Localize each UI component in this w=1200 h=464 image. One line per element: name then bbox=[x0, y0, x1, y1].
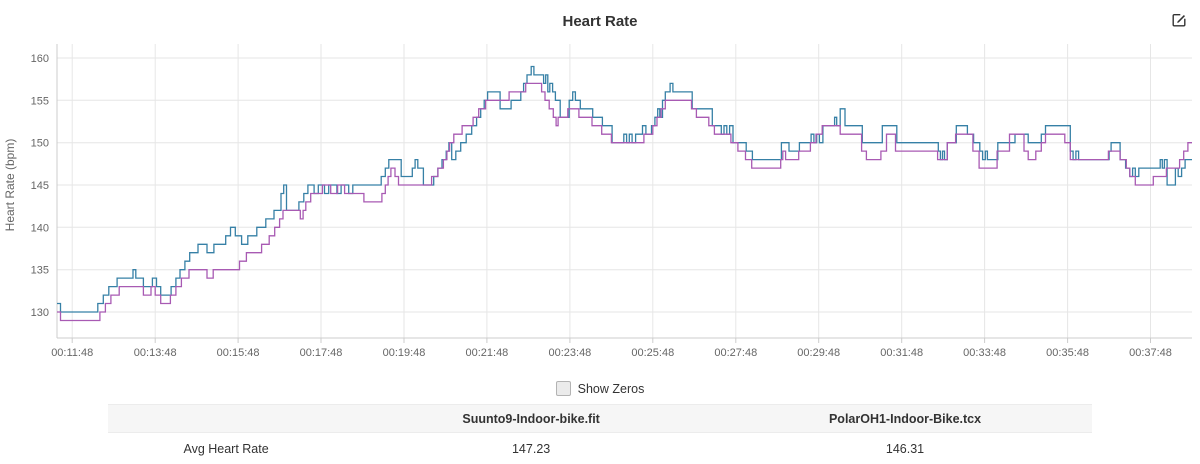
avg-heart-rate-polar: 146.31 bbox=[718, 432, 1092, 464]
stats-table-header-row: Suunto9-Indoor-bike.fit PolarOH1-Indoor-… bbox=[108, 404, 1092, 433]
chart-title: Heart Rate bbox=[562, 13, 638, 30]
show-zeros-checkbox[interactable] bbox=[555, 381, 571, 396]
svg-text:135: 135 bbox=[31, 265, 49, 277]
svg-text:00:19:48: 00:19:48 bbox=[383, 347, 426, 359]
svg-text:00:15:48: 00:15:48 bbox=[217, 347, 260, 359]
svg-text:00:13:48: 00:13:48 bbox=[134, 347, 177, 359]
series-Suunto9-Indoor-bike.fit bbox=[57, 65, 1192, 313]
svg-text:Heart Rate (bpm): Heart Rate (bpm) bbox=[3, 139, 17, 232]
stats-header-empty bbox=[108, 404, 345, 433]
stats-table: Suunto9-Indoor-bike.fit PolarOH1-Indoor-… bbox=[108, 404, 1092, 464]
svg-text:00:25:48: 00:25:48 bbox=[631, 347, 674, 359]
svg-text:00:31:48: 00:31:48 bbox=[880, 347, 923, 359]
svg-text:130: 130 bbox=[31, 307, 49, 319]
svg-text:00:23:48: 00:23:48 bbox=[548, 347, 591, 359]
table-row: Avg Heart Rate 147.23 146.31 bbox=[108, 432, 1092, 464]
series-PolarOH1-Indoor-Bike.tcx bbox=[57, 82, 1192, 322]
svg-text:00:35:48: 00:35:48 bbox=[1046, 347, 1089, 359]
show-zeros-control: Show Zeros bbox=[0, 381, 1200, 396]
show-zeros-label: Show Zeros bbox=[577, 381, 645, 396]
svg-text:00:21:48: 00:21:48 bbox=[465, 347, 508, 359]
svg-text:140: 140 bbox=[31, 222, 49, 234]
svg-text:160: 160 bbox=[31, 53, 49, 65]
edit-icon[interactable] bbox=[1171, 12, 1187, 28]
svg-text:00:37:48: 00:37:48 bbox=[1129, 347, 1172, 359]
avg-heart-rate-label: Avg Heart Rate bbox=[108, 432, 345, 464]
svg-text:00:17:48: 00:17:48 bbox=[300, 347, 343, 359]
avg-heart-rate-suunto: 147.23 bbox=[344, 432, 719, 464]
svg-text:00:29:48: 00:29:48 bbox=[797, 347, 840, 359]
svg-text:00:27:48: 00:27:48 bbox=[714, 347, 757, 359]
svg-text:00:33:48: 00:33:48 bbox=[963, 347, 1006, 359]
heart-rate-chart[interactable]: 00:11:48 00:13:48 00:15:48 00:17:48 00:19:48… bbox=[0, 36, 1200, 366]
svg-text:150: 150 bbox=[31, 138, 49, 150]
svg-text:145: 145 bbox=[31, 180, 49, 192]
stats-header-suunto-file: Suunto9-Indoor-bike.fit bbox=[344, 404, 719, 433]
svg-text:155: 155 bbox=[31, 95, 49, 107]
stats-header-polar-file: PolarOH1-Indoor-Bike.tcx bbox=[718, 404, 1092, 433]
svg-text:00:11:48: 00:11:48 bbox=[51, 347, 93, 359]
edit-icon-svg bbox=[1172, 14, 1186, 27]
